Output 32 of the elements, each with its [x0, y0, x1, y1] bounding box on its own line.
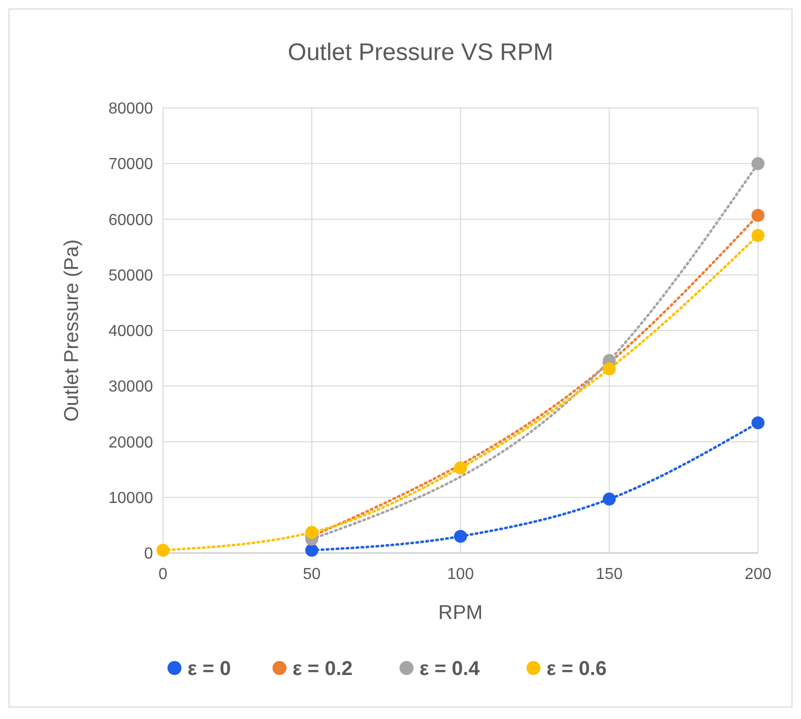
- x-axis-title: RPM: [438, 602, 483, 624]
- y-tick-label: 50000: [108, 267, 154, 284]
- point: [602, 492, 616, 506]
- y-tick-label: 80000: [108, 100, 154, 118]
- point: [305, 544, 318, 557]
- legend-label: ε = 0: [188, 658, 231, 680]
- point: [305, 526, 318, 539]
- x-tick-label: 200: [744, 566, 772, 583]
- y-tick-label: 30000: [108, 378, 154, 396]
- point: [752, 228, 764, 242]
- point: [752, 416, 764, 430]
- point: [752, 208, 764, 222]
- point: [752, 157, 764, 170]
- x-tick-label: 50: [302, 566, 321, 583]
- y-tick-label: 0: [144, 546, 154, 563]
- y-tick-label: 40000: [108, 323, 154, 340]
- legend-label: ε = 0.2: [292, 658, 353, 680]
- point: [454, 530, 467, 543]
- y-tick-label: 20000: [108, 434, 154, 452]
- legend-label: ε = 0.6: [546, 658, 607, 680]
- y-tick-label: 10000: [108, 490, 154, 507]
- x-tick-label: 100: [447, 566, 474, 583]
- point: [602, 362, 616, 376]
- point: [156, 544, 170, 557]
- x-tick-label: 0: [158, 566, 168, 583]
- x-tick-label: 150: [596, 566, 623, 583]
- point: [454, 461, 467, 474]
- y-tick-label: 70000: [108, 156, 154, 174]
- y-axis-title: Outlet Pressure (Pa): [61, 239, 83, 422]
- legend-label: ε = 0.4: [420, 658, 480, 680]
- chart-title: Outlet Pressure VS RPM: [288, 39, 554, 66]
- y-tick-label: 60000: [108, 212, 154, 229]
